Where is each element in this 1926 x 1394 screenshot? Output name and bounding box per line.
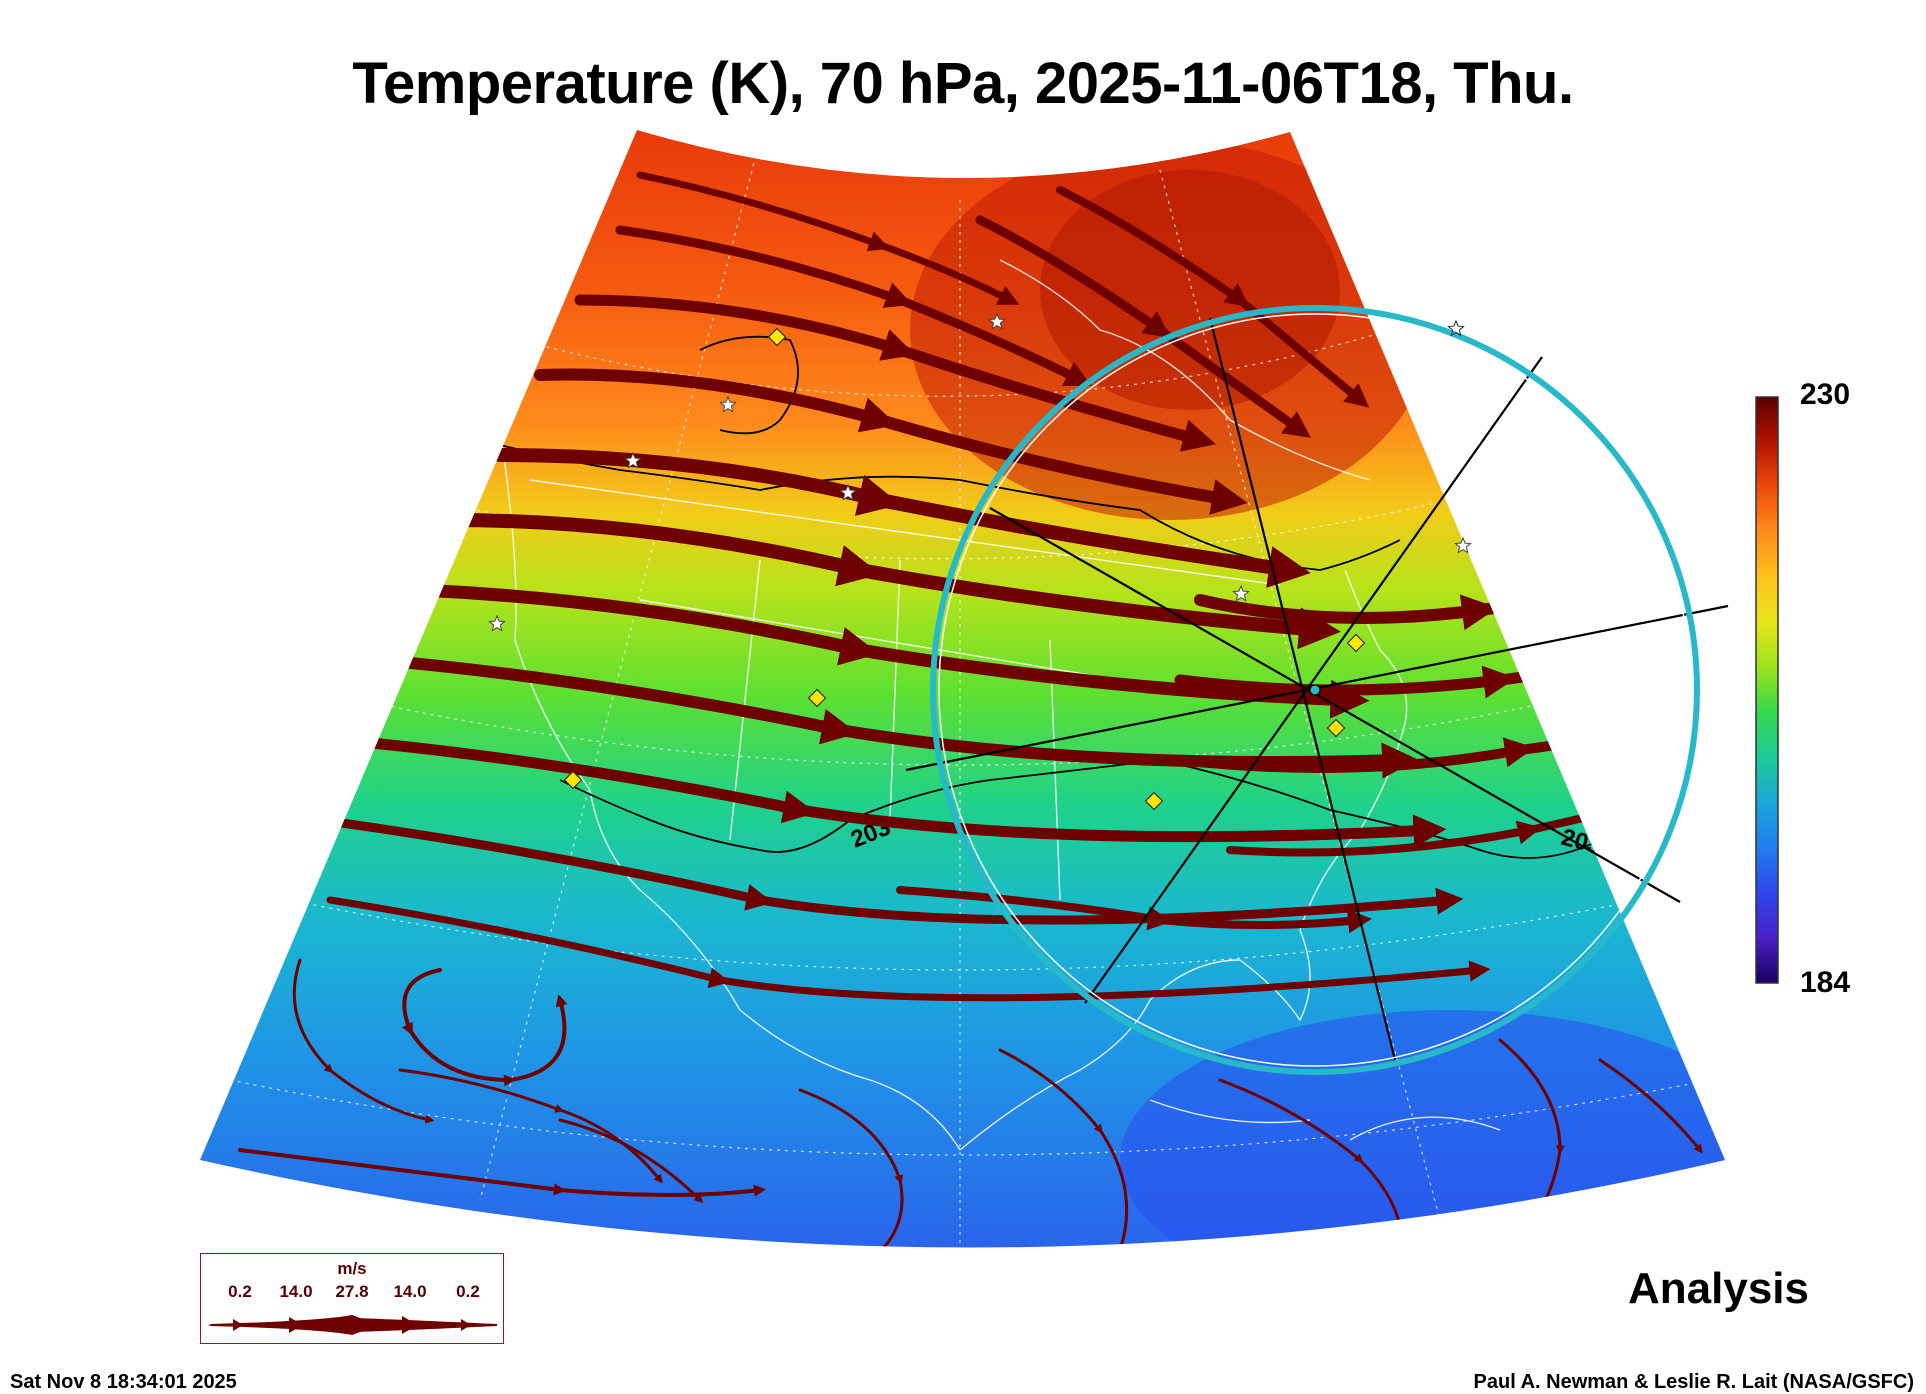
streamline — [998, 1048, 1129, 1248]
station-diamond-marker — [767, 327, 787, 347]
station-stars — [488, 312, 1472, 632]
legend-tick: 0.2 — [456, 1282, 480, 1301]
streamline — [292, 958, 435, 1124]
wind-speed-legend: m/s 0.2 14.0 27.8 14.0 0.2 — [200, 1253, 504, 1344]
streamline — [334, 734, 1447, 848]
station-diamond-marker — [1346, 633, 1366, 653]
station-diamond-marker — [807, 688, 827, 708]
legend-tick: 14.0 — [393, 1282, 427, 1301]
legend-unit: m/s — [337, 1259, 367, 1278]
legend-tick: 0.2 — [228, 1282, 252, 1301]
streamline — [326, 896, 1491, 1002]
station-star-marker — [839, 483, 857, 501]
legend-ticks: 0.2 14.0 27.8 14.0 0.2 — [201, 1282, 503, 1304]
range-circle — [930, 305, 1700, 1075]
station-star-marker — [1447, 319, 1465, 337]
timestamp: Sat Nov 8 18:34:01 2025 — [10, 1371, 237, 1393]
streamline — [401, 968, 568, 1087]
streamline — [896, 886, 1372, 934]
legend-arrow-graphic — [209, 1315, 497, 1335]
streamline — [798, 1088, 904, 1248]
colorbar — [1755, 396, 1779, 984]
station-diamond-marker — [563, 770, 583, 790]
streamline — [443, 513, 1341, 650]
streamline — [413, 583, 1370, 719]
credit-line: Paul A. Newman & Leslie R. Lait (NASA/GS… — [1473, 1371, 1914, 1393]
legend-tick: 14.0 — [279, 1282, 313, 1301]
analysis-label: Analysis — [1628, 1264, 1809, 1313]
streamline — [558, 1118, 704, 1204]
station-diamond-marker — [1144, 791, 1164, 811]
map-title: Temperature (K), 70 hPa, 2025-11-06T18, … — [352, 51, 1574, 116]
station-star-marker — [1454, 536, 1472, 554]
range-circle-inner — [938, 313, 1692, 1067]
station-star-marker — [719, 395, 737, 413]
streamline — [1056, 186, 1370, 408]
center-point — [1309, 684, 1321, 696]
station-star-marker — [1232, 584, 1250, 602]
colorbar-max-label: 230 — [1800, 378, 1851, 411]
wind-streamlines — [238, 171, 1712, 1248]
streamline — [636, 171, 1020, 305]
station-star-marker — [624, 451, 642, 469]
station-diamonds — [563, 327, 1366, 811]
station-star-marker — [488, 614, 506, 632]
station-diamond-marker — [1326, 718, 1346, 738]
streamline — [1598, 1058, 1703, 1154]
streamline — [975, 215, 1311, 438]
colorbar-min-label: 184 — [1800, 966, 1851, 999]
station-star-marker — [988, 312, 1006, 330]
legend-tick: 27.8 — [335, 1282, 369, 1301]
